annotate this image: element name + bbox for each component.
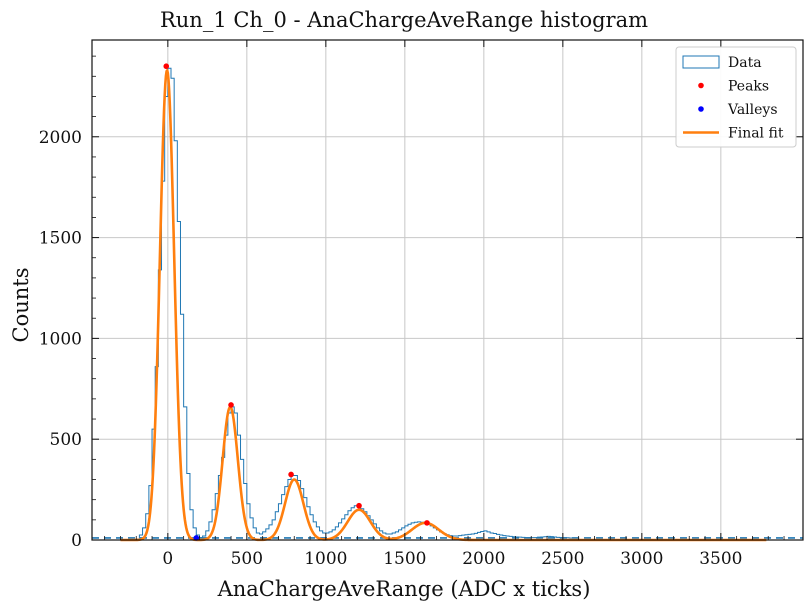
legend-swatch-valleys bbox=[698, 106, 704, 112]
legend-label-peaks: Peaks bbox=[728, 79, 769, 95]
x-tick-label: 2000 bbox=[462, 549, 505, 569]
y-tick-label: 0 bbox=[71, 531, 82, 551]
fit-curve bbox=[119, 69, 768, 542]
legend-swatch-data bbox=[682, 55, 720, 69]
peak-marker bbox=[356, 502, 362, 509]
x-tick-label: 1000 bbox=[304, 549, 347, 569]
x-tick-label: 3000 bbox=[620, 549, 663, 569]
legend-box bbox=[675, 46, 797, 148]
y-tick-label: 2000 bbox=[39, 128, 82, 148]
y-tick-label: 1000 bbox=[39, 329, 82, 349]
chart-title: Run_1 Ch_0 - AnaChargeAveRange histogram bbox=[160, 8, 648, 32]
legend-label-final-fit: Final fit bbox=[728, 126, 784, 142]
x-tick-label: 500 bbox=[231, 549, 263, 569]
legend-label-data: Data bbox=[728, 55, 762, 71]
x-tick-label: 0 bbox=[162, 549, 173, 569]
x-tick-label: 3500 bbox=[699, 549, 742, 569]
legend-swatch-peaks bbox=[698, 82, 704, 89]
axis-ticks: 0 500 1000 1500 2000 2500 3000 3500 0 500 1000 1500… bbox=[39, 40, 803, 569]
y-tick-label: 1500 bbox=[39, 229, 82, 249]
legend: Data Peaks Valleys Final fit bbox=[675, 46, 797, 148]
plot-frame bbox=[91, 39, 804, 541]
data-histogram bbox=[135, 67, 580, 540]
y-axis-label: Counts bbox=[9, 268, 33, 343]
peak-marker bbox=[424, 520, 430, 526]
x-axis-label: AnaChargeAveRange (ADC x ticks) bbox=[217, 577, 591, 601]
peak-marker bbox=[163, 63, 170, 70]
x-tick-label: 1500 bbox=[383, 549, 426, 569]
legend-label-valleys: Valleys bbox=[727, 102, 778, 118]
peak-marker bbox=[288, 471, 294, 478]
x-tick-label: 2500 bbox=[541, 549, 584, 569]
valley-marker bbox=[193, 535, 200, 541]
peak-marker bbox=[228, 402, 234, 408]
y-tick-label: 500 bbox=[50, 430, 82, 450]
